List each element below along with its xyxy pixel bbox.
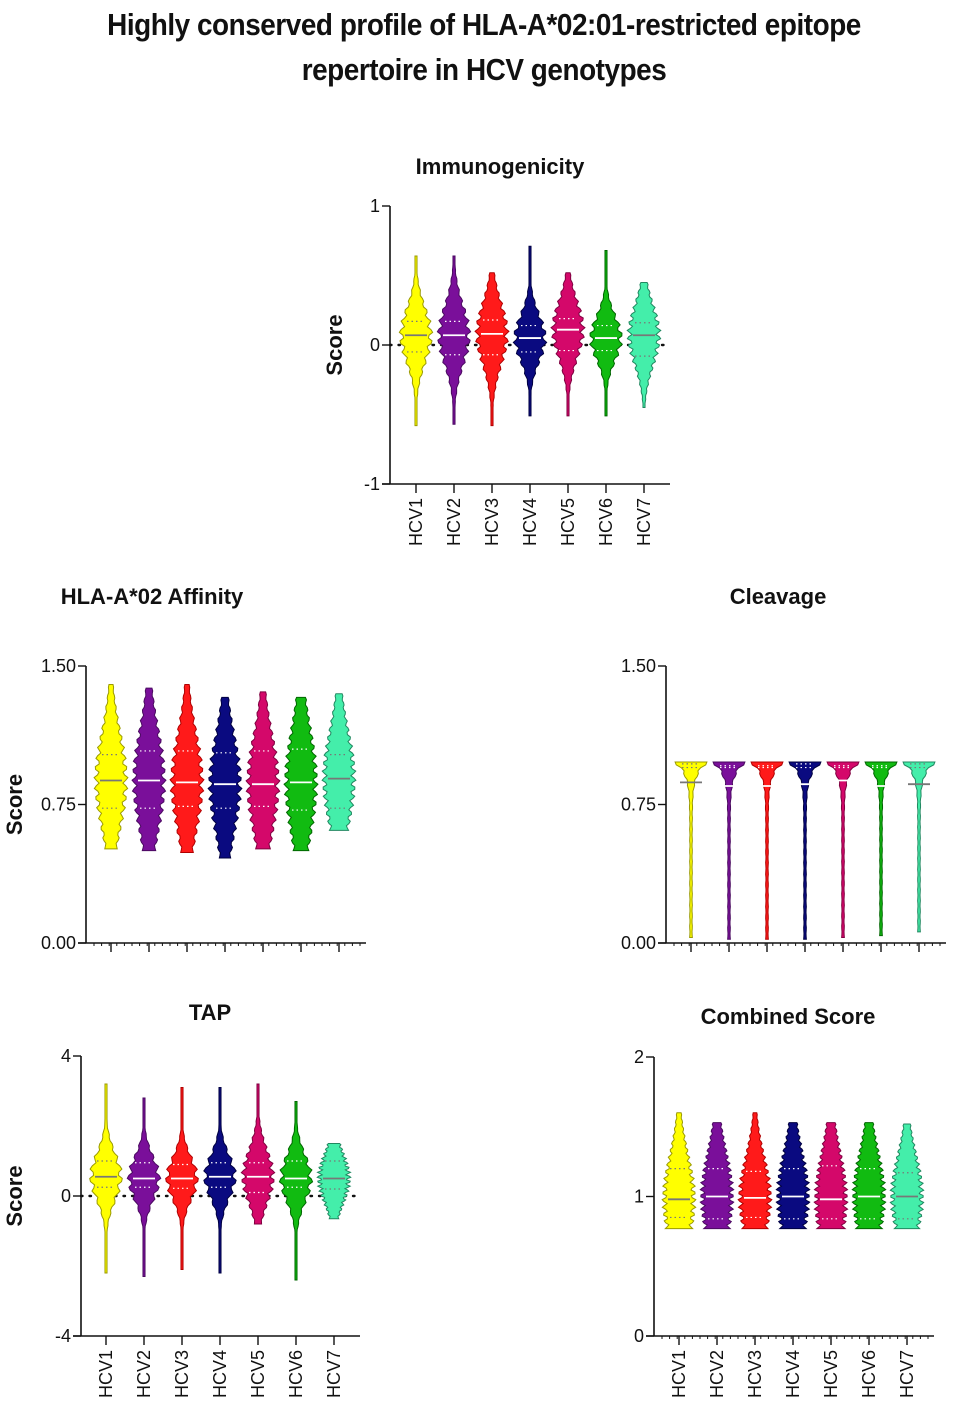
violin-hcv2 (436, 255, 472, 425)
chart-immunogenicity: Immunogenicity -1 0 1 Score HCV1 HCV2 HCV3 HCV4 H… (322, 154, 672, 546)
violin-hcv7 (321, 693, 357, 831)
violin-hcv3 (750, 761, 784, 940)
violin-hcv5 (813, 1122, 849, 1230)
y-tick-label: 0.00 (621, 933, 656, 953)
violin-hcv3 (474, 272, 510, 427)
y-tick-label: 0 (634, 1326, 644, 1346)
violin-hcv7 (889, 1123, 925, 1230)
x-category-label: HCV1 (96, 1350, 116, 1398)
panel-title: Combined Score (701, 1004, 876, 1029)
y-tick-label: 1 (370, 196, 380, 216)
x-category-label: HCV2 (707, 1350, 727, 1398)
chart-tap: TAP -4 0 4 Score HCV1 HCV2 HCV3 HCV4 HCV5 HCV6 HCV7 (2, 1000, 362, 1398)
violin-hcv6 (278, 1101, 314, 1281)
violin-hcv5 (826, 761, 860, 938)
x-category-label: HCV1 (669, 1350, 689, 1398)
violin-hcv1 (661, 1112, 697, 1230)
violin-hcv7 (316, 1143, 352, 1220)
y-tick-label: 1.50 (621, 656, 656, 676)
y-tick-label: 1.50 (41, 656, 76, 676)
x-category-label: HCV2 (444, 498, 464, 546)
violin-hcv3 (169, 683, 205, 854)
violin-hcv3 (737, 1112, 773, 1230)
y-tick-label: 2 (634, 1047, 644, 1067)
y-tick-label: 0 (370, 335, 380, 355)
chart-cleavage: Cleavage 0.00 0.75 1.50 (621, 584, 946, 953)
x-category-label: HCV7 (324, 1350, 344, 1398)
y-tick-label: -4 (55, 1326, 71, 1346)
violin-hcv1 (93, 683, 129, 850)
violin-hcv6 (588, 249, 624, 417)
panel-title: HLA-A*02 Affinity (61, 584, 244, 609)
x-category-label: HCV3 (745, 1350, 765, 1398)
violin-hcv2 (699, 1122, 735, 1230)
x-category-label: HCV1 (406, 498, 426, 546)
violin-hcv7 (902, 761, 936, 933)
x-category-label: HCV4 (783, 1350, 803, 1398)
x-category-label: HCV2 (134, 1350, 154, 1398)
violin-hcv5 (550, 272, 586, 417)
chart-affinity: HLA-A*02 Affinity 0.00 0.75 1.50 Score (2, 584, 366, 953)
violin-hcv2 (131, 687, 167, 852)
x-category-label: HCV7 (897, 1350, 917, 1398)
panel-title: Cleavage (730, 584, 827, 609)
y-tick-label: -1 (364, 474, 380, 494)
violin-hcv1 (674, 761, 708, 938)
violin-hcv4 (207, 696, 243, 859)
violin-hcv5 (245, 691, 281, 850)
y-axis-label: Score (322, 314, 347, 375)
y-axis-label: Score (2, 1165, 27, 1226)
y-tick-label: 0.00 (41, 933, 76, 953)
x-category-label: HCV5 (248, 1350, 268, 1398)
violin-hcv5 (240, 1083, 276, 1225)
figure-title: Highly conserved profile of HLA-A*02:01-… (107, 7, 861, 87)
x-category-label: HCV3 (172, 1350, 192, 1398)
violin-hcv4 (775, 1122, 811, 1230)
violin-hcv1 (89, 1083, 123, 1274)
violin-hcv6 (851, 1122, 887, 1230)
y-tick-label: 0.75 (41, 795, 76, 815)
x-category-label: HCV6 (286, 1350, 306, 1398)
y-tick-label: 1 (634, 1187, 644, 1207)
y-axis-label: Score (2, 774, 27, 835)
x-category-label: HCV5 (821, 1350, 841, 1398)
panel-title: TAP (189, 1000, 231, 1025)
violin-hcv4 (203, 1087, 237, 1274)
panel-title: Immunogenicity (416, 154, 585, 179)
y-tick-label: 4 (61, 1046, 71, 1066)
violin-hcv7 (626, 281, 662, 409)
x-category-label: HCV4 (210, 1350, 230, 1398)
x-category-label: HCV3 (482, 498, 502, 546)
chart-combined: Combined Score 0 1 2 HCV1 HCV2 HCV3 HCV4 HCV5 HCV… (634, 1004, 934, 1398)
y-tick-label: 0 (61, 1186, 71, 1206)
x-category-label: HCV6 (859, 1350, 879, 1398)
x-category-label: HCV4 (520, 498, 540, 546)
violin-hcv6 (864, 761, 898, 937)
y-tick-label: 0.75 (621, 795, 656, 815)
x-category-label: HCV5 (558, 498, 578, 546)
violin-hcv4 (788, 761, 822, 940)
violin-hcv6 (283, 696, 319, 852)
violin-hcv4 (512, 245, 548, 417)
x-category-label: HCV7 (634, 498, 654, 546)
x-category-label: HCV6 (596, 498, 616, 546)
violin-hcv2 (712, 761, 746, 940)
violin-hcv1 (398, 255, 434, 427)
